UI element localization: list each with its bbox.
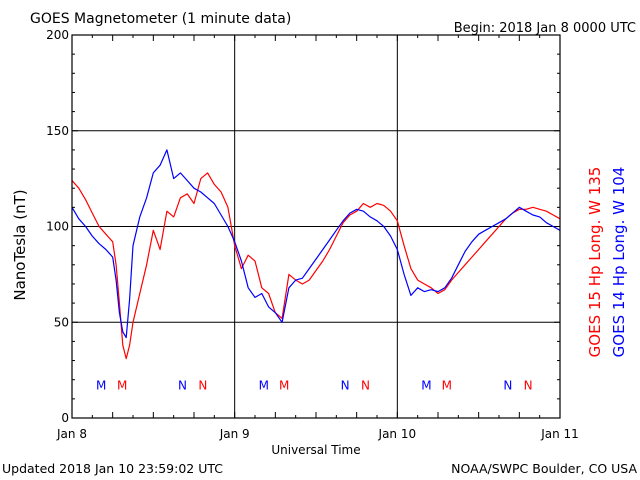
data-series: [71, 149, 561, 360]
legend-goes14: GOES 14 Hp Long. W 104: [610, 167, 628, 358]
y-tick-label: 150: [46, 124, 69, 138]
y-axis-label: NanoTesla (nT): [11, 189, 29, 300]
marker-n: N: [503, 378, 512, 392]
y-axis-ticks: 0 50 100 150 200: [46, 28, 560, 425]
marker-m: M: [442, 378, 452, 392]
x-tick-label: Jan 11: [540, 427, 579, 441]
y-tick-label: 100: [46, 220, 69, 234]
y-tick-label: 200: [46, 28, 69, 42]
series-line-goes15: [71, 172, 561, 360]
marker-n: N: [341, 378, 350, 392]
marker-n: N: [198, 378, 207, 392]
grid-lines: [72, 35, 560, 418]
updated-timestamp: Updated 2018 Jan 10 23:59:02 UTC: [2, 461, 223, 476]
x-tick-label: Jan 9: [219, 427, 250, 441]
marker-m: M: [259, 378, 269, 392]
series-line-goes14: [71, 149, 561, 339]
x-tick-label: Jan 10: [378, 427, 417, 441]
credit-text: NOAA/SWPC Boulder, CO USA: [451, 461, 637, 476]
x-axis-ticks: Jan 8 Jan 9 Jan 10 Jan 11: [56, 35, 579, 441]
marker-n: N: [361, 378, 370, 392]
marker-n: N: [524, 378, 533, 392]
x-axis-label: Universal Time: [271, 443, 360, 457]
legend-goes15: GOES 15 Hp Long. W 135: [586, 167, 604, 358]
marker-m: M: [421, 378, 431, 392]
chart-title: GOES Magnetometer (1 minute data): [30, 11, 291, 27]
y-tick-label: 0: [61, 411, 69, 425]
marker-m: M: [96, 378, 106, 392]
marker-m: M: [279, 378, 289, 392]
x-tick-label: Jan 8: [56, 427, 87, 441]
marker-m: M: [117, 378, 127, 392]
marker-n: N: [178, 378, 187, 392]
y-tick-label: 50: [54, 315, 69, 329]
begin-time: Begin: 2018 Jan 8 0000 UTC: [454, 21, 636, 36]
